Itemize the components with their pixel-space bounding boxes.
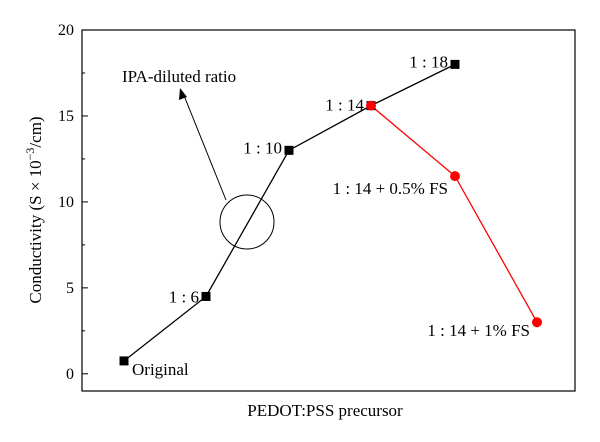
point-label: 1 : 14 + 0.5% FS <box>333 179 448 198</box>
y-tick-label: 5 <box>66 280 74 297</box>
point-label: 1 : 14 <box>325 96 364 115</box>
point-label: 1 : 14 + 1% FS <box>427 321 530 340</box>
y-axis: 0 5 10 15 20 <box>58 22 88 383</box>
annotation-label: IPA-diluted ratio <box>122 67 236 86</box>
point-label: 1 : 10 <box>243 138 282 157</box>
data-point <box>366 101 376 111</box>
data-point <box>120 356 129 365</box>
annotation: IPA-diluted ratio <box>122 67 274 249</box>
y-axis-label-exponent: −3 <box>23 148 37 161</box>
y-tick-label: 20 <box>58 22 74 39</box>
data-point <box>451 60 460 69</box>
y-tick-label: 10 <box>58 194 74 211</box>
point-label: Original <box>132 360 189 379</box>
data-point <box>285 146 294 155</box>
series-line-1 <box>371 106 537 323</box>
y-axis-label-unit: /cm) <box>26 116 45 147</box>
data-point <box>202 292 211 301</box>
y-axis-label-main: Conductivity (S × 10 <box>26 160 45 303</box>
data-point <box>450 171 460 181</box>
point-label: 1 : 18 <box>409 52 448 71</box>
y-tick-label: 15 <box>58 108 74 125</box>
data-point <box>532 317 542 327</box>
point-labels: Original 1 : 6 1 : 10 1 : 14 1 : 18 1 : 14 + … <box>132 52 530 379</box>
point-label: 1 : 6 <box>169 287 199 306</box>
annotation-arrow-line <box>183 93 226 200</box>
y-tick-label: 0 <box>66 366 74 383</box>
series-line-0 <box>124 64 455 361</box>
annotation-circle <box>220 195 274 249</box>
conductivity-chart: 0 5 10 15 20 IPA-diluted ratio Original 1 : 6… <box>0 0 600 442</box>
x-axis-label: PEDOT:PSS precursor <box>247 401 403 420</box>
annotation-arrowhead <box>179 88 187 100</box>
y-axis-label: Conductivity (S × 10−3/cm) <box>23 116 45 303</box>
